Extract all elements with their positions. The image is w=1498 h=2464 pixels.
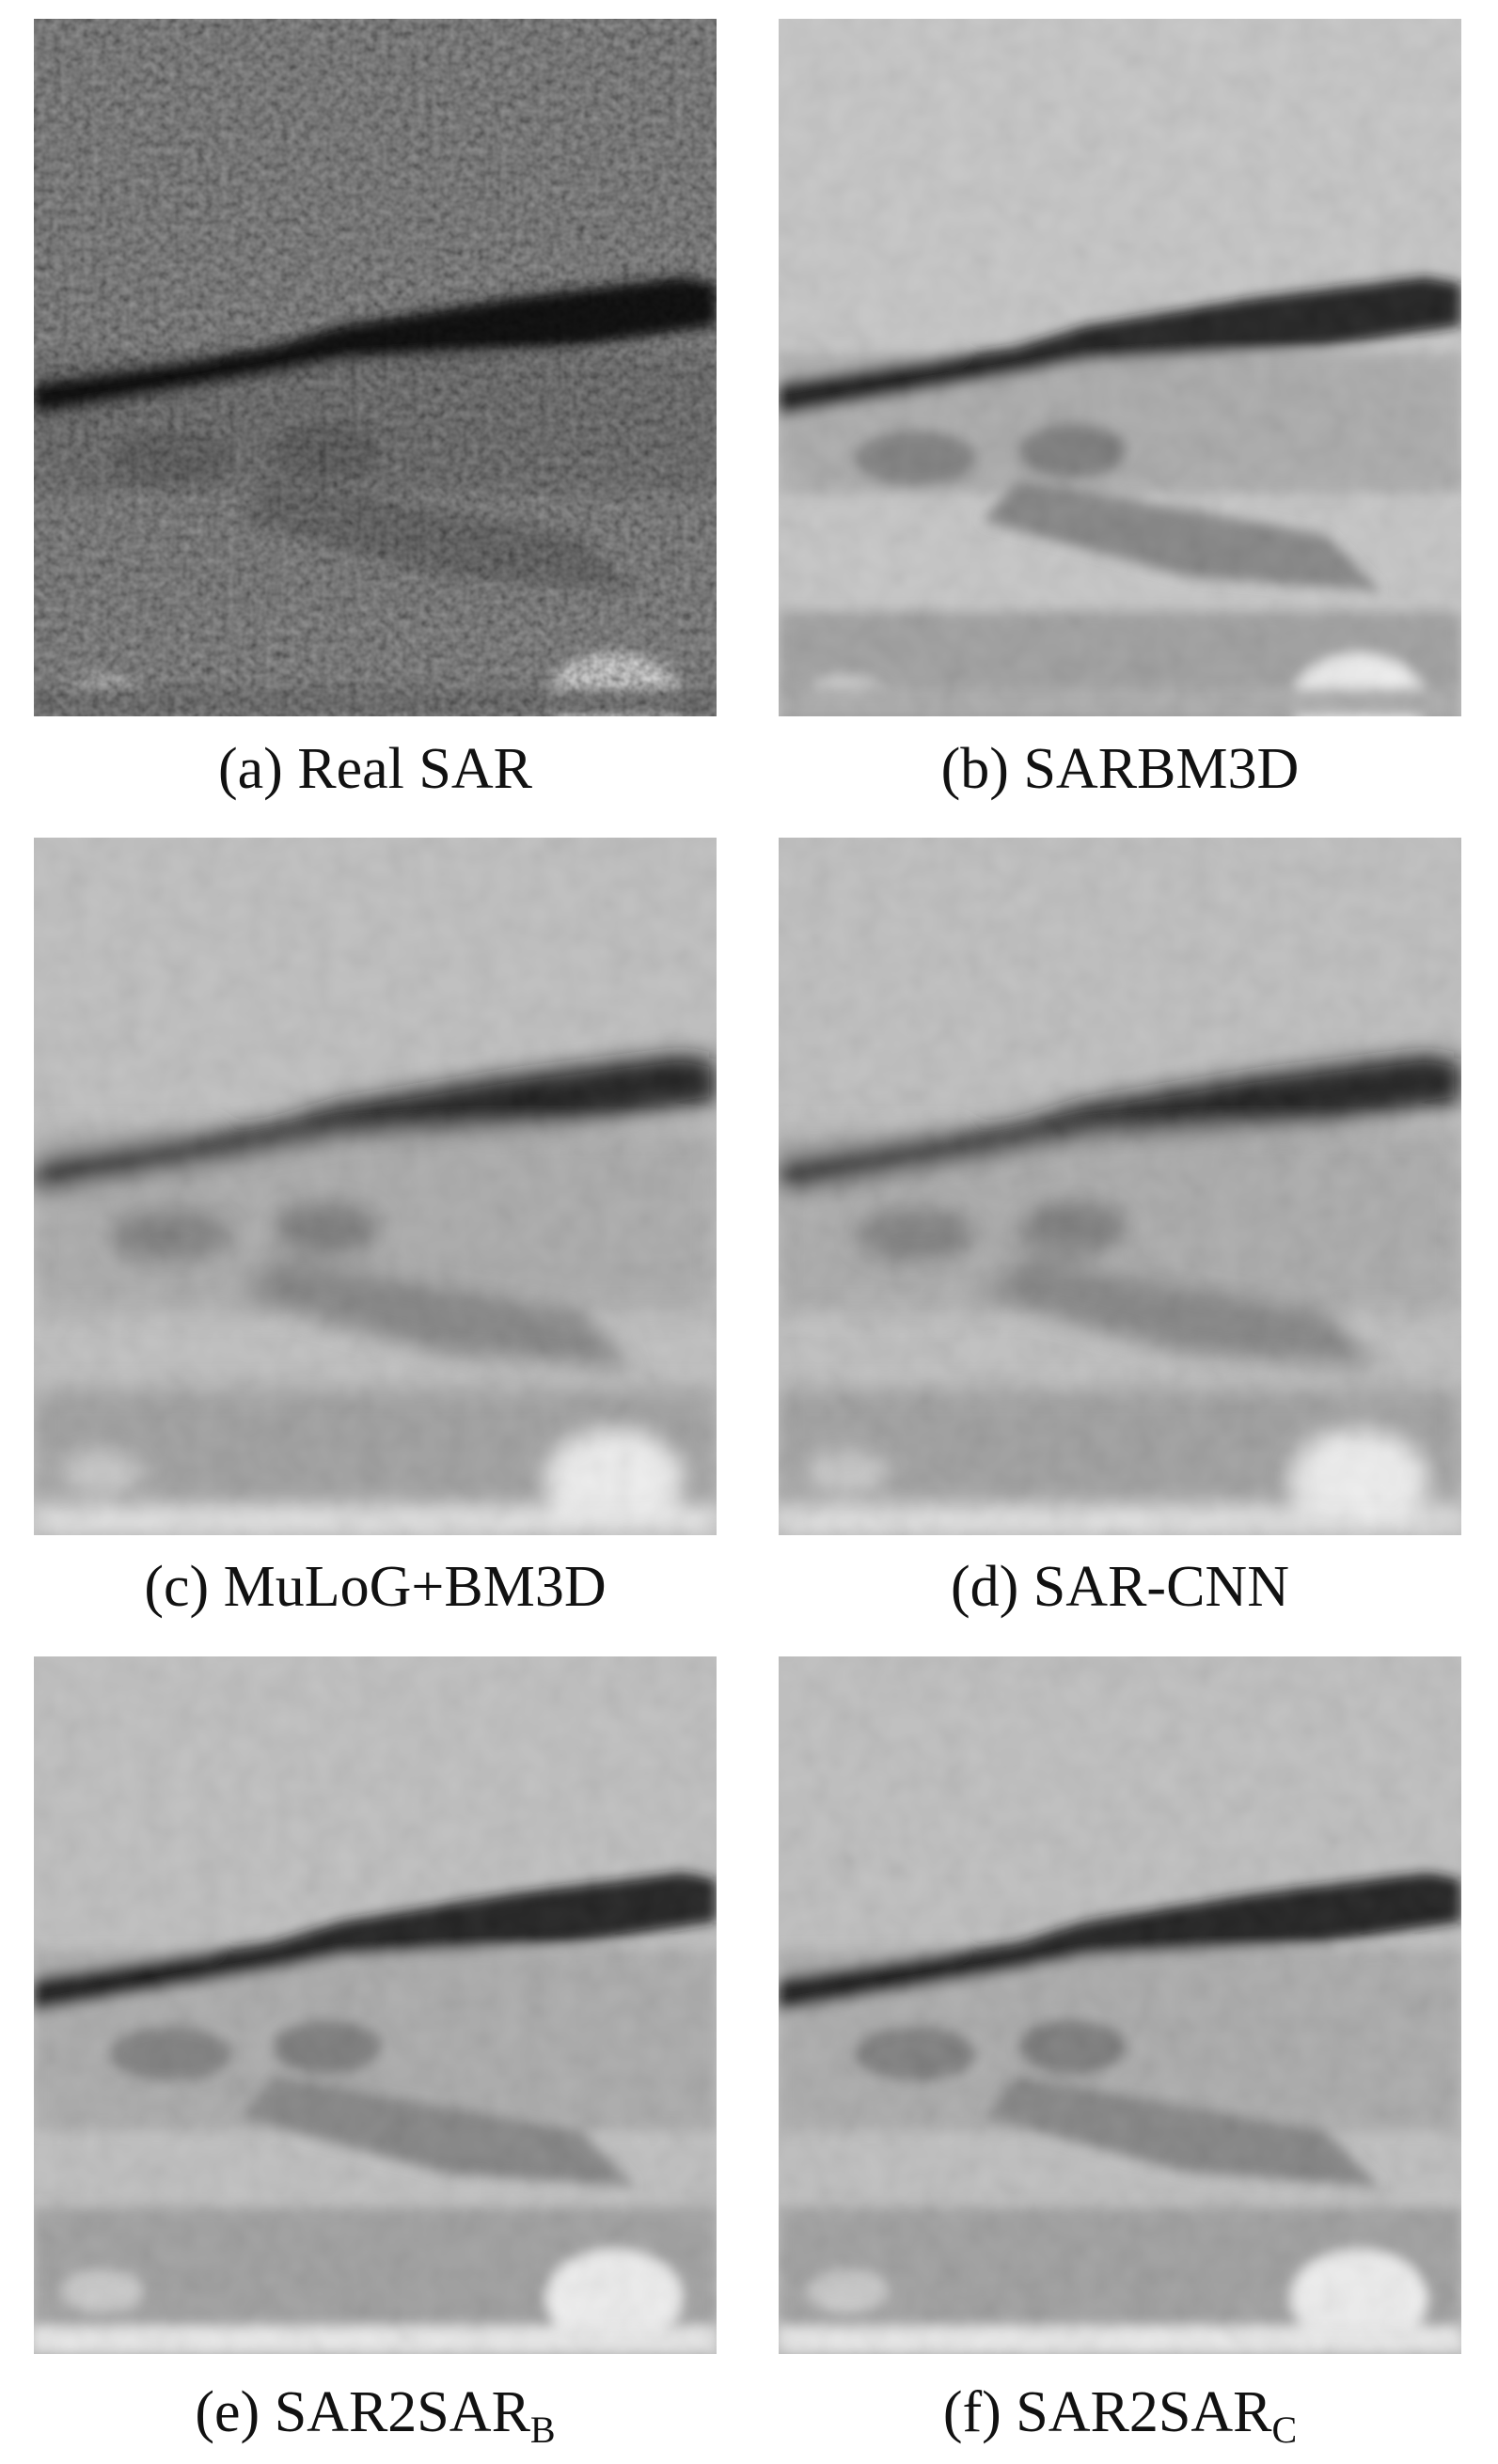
image-panel <box>34 19 717 716</box>
caption-text: (e) SAR2SAR <box>195 2380 530 2444</box>
image-panel <box>34 1656 717 2354</box>
image-panel <box>779 19 1461 716</box>
caption-subscript: C <box>1271 2409 1297 2451</box>
sar-image <box>34 1656 717 2354</box>
caption-text: (d) SAR-CNN <box>951 1555 1289 1619</box>
sar-image <box>779 19 1461 716</box>
caption-text: (f) SAR2SAR <box>943 2380 1272 2444</box>
image-panel <box>34 838 717 1535</box>
sar-image <box>779 1656 1461 2354</box>
subcaption: (c) MuLoG+BM3D <box>0 1558 751 1616</box>
caption-subscript: B <box>530 2409 556 2451</box>
caption-text: (b) SARBM3D <box>941 737 1300 801</box>
subcaption: (d) SAR-CNN <box>744 1558 1496 1616</box>
subcaption: (e) SAR2SARB <box>0 2383 751 2449</box>
sar-image <box>779 838 1461 1535</box>
caption-text: (c) MuLoG+BM3D <box>144 1555 606 1619</box>
sar-image <box>34 838 717 1535</box>
caption-text: (a) Real SAR <box>218 737 532 801</box>
image-panel <box>779 1656 1461 2354</box>
image-panel <box>779 838 1461 1535</box>
subcaption: (a) Real SAR <box>0 740 751 798</box>
subcaption: (f) SAR2SARC <box>744 2383 1496 2449</box>
figure-page: {"panels": [ {"caption": "(a) Real SAR"}… <box>0 0 1498 2464</box>
subcaption: (b) SARBM3D <box>744 740 1496 798</box>
sar-image <box>34 19 717 716</box>
